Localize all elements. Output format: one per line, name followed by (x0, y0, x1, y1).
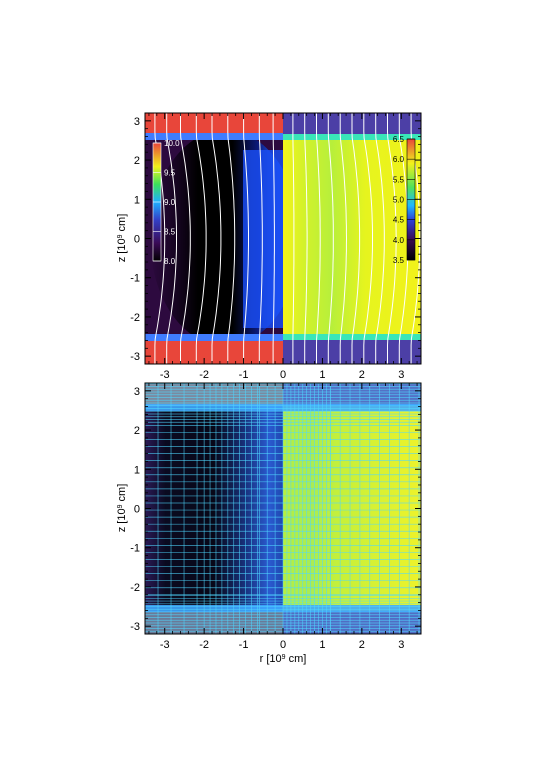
field-lines (154, 113, 421, 364)
field-line (304, 113, 308, 364)
y-tick-label: -3 (130, 621, 140, 633)
x-tick-label: -2 (199, 369, 209, 381)
bottom-left-background (145, 383, 283, 634)
field-line (351, 113, 361, 364)
field-line (292, 113, 295, 364)
field-line (375, 113, 385, 364)
top-heatmap (145, 113, 421, 364)
y-tick-label: 1 (134, 194, 140, 206)
field-line (195, 113, 207, 364)
top-left-upper-slab (145, 113, 283, 136)
y-tick-label: 2 (134, 425, 140, 437)
x-tick-label: 0 (280, 369, 286, 381)
bottom-xlabel: r [109 cm] (260, 653, 307, 665)
bottom-axes: -3 -2 -1 0 1 2 3 -3 -2 -1 0 1 2 3 (130, 383, 421, 651)
y-tick-label: 1 (134, 464, 140, 476)
x-tick-label: 3 (398, 639, 404, 651)
computational-grid (145, 383, 421, 634)
y-tick-label: -1 (130, 543, 140, 555)
x-tick-label: -3 (160, 639, 170, 651)
x-tick-label: -1 (239, 369, 249, 381)
y-tick-label: 2 (134, 155, 140, 167)
x-tick-label: -1 (239, 639, 249, 651)
colorbar-tick-label: 5.0 (393, 196, 405, 205)
colorbar-tick-label: 5.5 (393, 175, 405, 184)
field-line (327, 113, 334, 364)
field-line (363, 113, 373, 364)
field-line (258, 113, 263, 364)
field-line (316, 113, 321, 364)
field-line (180, 113, 191, 364)
colorbar-tick-label: 8.0 (164, 257, 176, 266)
field-line (339, 113, 348, 364)
y-tick-label: -2 (130, 582, 140, 594)
x-tick-label: 2 (359, 639, 365, 651)
field-line (227, 113, 236, 364)
field-line (166, 113, 177, 364)
colorbar-tick-label: 6.5 (393, 135, 405, 144)
top-ylabel: z [109 cm] (116, 214, 128, 263)
right-colorbar-ticks: 3.5 4.0 4.5 5.0 5.5 6.0 6.5 (393, 135, 415, 265)
top-left-lower-slab (145, 339, 283, 364)
colorbar-tick-label: 10.0 (164, 139, 180, 148)
left-colorbar: 8.0 8.5 9.0 9.5 10.0 (152, 139, 180, 266)
colorbar-tick-label: 9.5 (164, 169, 176, 178)
colorbar-tick-label: 8.5 (164, 228, 176, 237)
colorbar-tick-label: 4.0 (393, 236, 405, 245)
y-tick-label: 0 (134, 234, 140, 246)
left-colorbar-ticks: 8.0 8.5 9.0 9.5 10.0 (153, 139, 180, 266)
x-tick-label: 3 (398, 369, 404, 381)
x-tick-label: 0 (280, 639, 286, 651)
top-left-upper-boundary (145, 133, 283, 140)
bottom-ylabel: z [109 cm] (116, 484, 128, 533)
bottom-heatmap (145, 383, 421, 634)
top-panel: -3 -2 -1 0 1 2 3 -3 -2 -1 0 1 2 3 8.0 8.5 9.0 9.5 10.0 3.… (116, 112, 422, 381)
top-axes: -3 -2 -1 0 1 2 3 -3 -2 -1 0 1 2 3 (130, 113, 421, 381)
colorbar-tick-label: 4.5 (393, 216, 405, 225)
y-tick-label: 3 (134, 386, 140, 398)
field-line (272, 113, 275, 364)
top-right-background (283, 113, 421, 364)
y-tick-label: -1 (130, 273, 140, 285)
y-tick-label: 3 (134, 116, 140, 128)
y-tick-label: -3 (130, 351, 140, 363)
x-tick-label: -3 (160, 369, 170, 381)
bottom-panel: -3 -2 -1 0 1 2 3 -3 -2 -1 0 1 2 3 z [109 cm] r [109 c… (116, 382, 422, 665)
right-colorbar: 3.5 4.0 4.5 5.0 5.5 6.0 6.5 (393, 135, 416, 265)
y-tick-label: 0 (134, 504, 140, 516)
field-line (387, 113, 397, 364)
bottom-right-background (283, 383, 421, 634)
colorbar-tick-label: 3.5 (393, 256, 405, 265)
field-line (211, 113, 222, 364)
x-tick-label: -2 (199, 639, 209, 651)
top-left-blue-band (243, 150, 283, 328)
field-line (243, 113, 249, 364)
x-tick-label: 1 (319, 369, 325, 381)
x-tick-label: 1 (319, 639, 325, 651)
x-tick-label: 2 (359, 369, 365, 381)
top-left-lower-boundary (145, 334, 283, 341)
y-tick-label: -2 (130, 312, 140, 324)
colorbar-tick-label: 6.0 (393, 155, 405, 164)
colorbar-tick-label: 9.0 (164, 198, 176, 207)
